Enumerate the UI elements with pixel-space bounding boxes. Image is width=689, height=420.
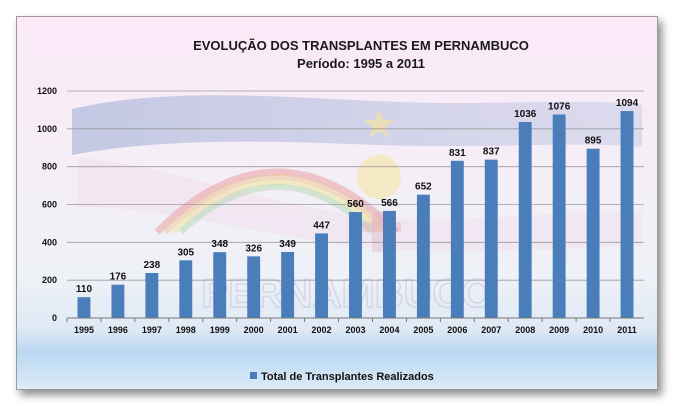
x-tick-label: 2008 xyxy=(515,325,535,335)
data-label: 837 xyxy=(483,147,500,158)
bar xyxy=(620,111,634,318)
x-tick-label: 1999 xyxy=(210,325,230,335)
chart-subtitle: Período: 1995 a 2011 xyxy=(297,56,425,71)
x-tick-label: 2005 xyxy=(413,325,433,335)
data-label: 305 xyxy=(177,247,194,258)
bar xyxy=(247,256,261,318)
bar xyxy=(315,233,329,318)
data-label: 1094 xyxy=(616,98,639,109)
x-tick-label: 2009 xyxy=(549,325,569,335)
data-label: 110 xyxy=(76,284,93,295)
bar xyxy=(281,251,295,318)
chart-frame: PERNAMBUCO EVOLUÇÃO DOS TRANSPLANTES EM … xyxy=(16,16,658,390)
legend: Total de Transplantes Realizados xyxy=(250,371,434,383)
data-label: 1036 xyxy=(514,109,537,120)
legend-label: Total de Transplantes Realizados xyxy=(261,371,434,383)
bar xyxy=(179,260,193,318)
bar xyxy=(111,284,125,318)
legend-swatch xyxy=(250,372,257,379)
bar xyxy=(552,114,566,318)
data-label: 831 xyxy=(449,148,466,159)
y-tick-label: 1000 xyxy=(37,124,57,134)
x-tick-label: 2010 xyxy=(583,325,603,335)
data-label: 238 xyxy=(144,260,161,271)
x-tick-label: 1997 xyxy=(142,325,162,335)
data-label: 176 xyxy=(110,272,127,283)
data-label: 1076 xyxy=(548,101,571,112)
bar xyxy=(450,160,464,318)
data-label: 326 xyxy=(245,243,262,254)
x-tick-label: 2003 xyxy=(345,325,365,335)
bar xyxy=(484,159,498,318)
bar xyxy=(586,148,600,318)
data-labels: 110 176 238 305 348 326 349 447 560 566 652 831 837 1… xyxy=(76,98,639,295)
bar xyxy=(77,297,91,318)
x-tick-label: 2000 xyxy=(244,325,264,335)
data-label: 566 xyxy=(381,198,398,209)
x-tick-label: 2007 xyxy=(481,325,501,335)
bar-chart: PERNAMBUCO EVOLUÇÃO DOS TRANSPLANTES EM … xyxy=(37,38,644,383)
data-label: 560 xyxy=(347,199,364,210)
x-tick-label: 2001 xyxy=(278,325,298,335)
x-tick-label: 2004 xyxy=(379,325,399,335)
y-axis-ticks: 0 200 400 600 800 1000 1200 xyxy=(37,86,57,323)
watermark-text: PERNAMBUCO xyxy=(201,272,492,316)
x-tick-label: 1998 xyxy=(176,325,196,335)
x-tick-label: 1996 xyxy=(108,325,128,335)
x-tick-label: 2011 xyxy=(617,325,637,335)
data-label: 348 xyxy=(211,239,228,250)
bar xyxy=(349,212,362,318)
data-label: 652 xyxy=(415,182,432,193)
bar xyxy=(145,272,159,318)
x-tick-label: 1995 xyxy=(74,325,94,335)
data-label: 447 xyxy=(313,220,330,231)
y-tick-label: 200 xyxy=(42,275,57,285)
data-label: 349 xyxy=(279,239,296,250)
y-tick-label: 600 xyxy=(42,200,57,210)
x-tick-label: 2002 xyxy=(312,325,332,335)
chart-title: EVOLUÇÃO DOS TRANSPLANTES EM PERNAMBUCO xyxy=(193,38,529,53)
x-axis-ticks: 1995 1996 1997 1998 1999 2000 2001 2002 2003 2004… xyxy=(66,318,637,335)
bars xyxy=(77,111,634,318)
bar xyxy=(382,210,396,318)
data-label: 895 xyxy=(585,136,602,147)
bar xyxy=(416,194,430,318)
x-tick-label: 2006 xyxy=(447,325,467,335)
bar xyxy=(518,122,532,318)
bar xyxy=(213,252,227,318)
y-tick-label: 400 xyxy=(42,237,57,247)
y-tick-label: 0 xyxy=(52,313,57,323)
y-tick-label: 800 xyxy=(42,162,57,172)
y-tick-label: 1200 xyxy=(37,86,57,96)
